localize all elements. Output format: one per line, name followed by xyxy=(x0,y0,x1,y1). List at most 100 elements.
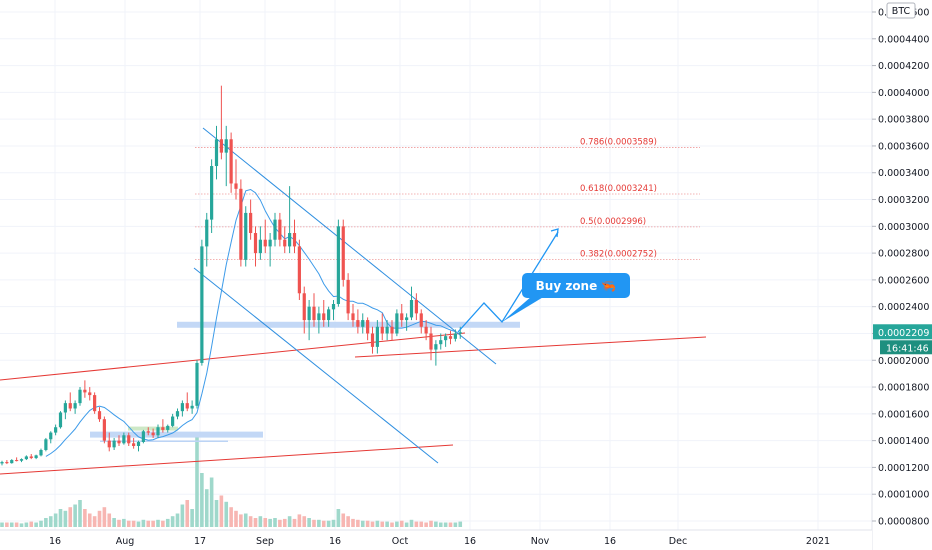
candle-body xyxy=(112,440,116,448)
candle-body xyxy=(29,456,33,459)
volume-bar xyxy=(9,522,14,527)
volume-bar xyxy=(14,522,19,527)
candle-body xyxy=(414,299,418,314)
candlestick-series xyxy=(0,85,462,466)
candle-body xyxy=(346,279,350,314)
countdown-tag xyxy=(880,340,932,355)
volume-bar xyxy=(321,520,326,527)
volume-bar xyxy=(131,520,136,527)
price-tick-label: 0.0001800 xyxy=(878,383,929,394)
candle-body xyxy=(400,313,404,321)
candle-body xyxy=(375,326,379,347)
candle-body xyxy=(10,460,14,464)
buy-zone-label: Buy zone 🦐 xyxy=(536,279,617,293)
candle-body xyxy=(73,403,77,409)
volume-bar xyxy=(34,522,38,527)
volume-bar xyxy=(390,522,394,527)
volume-bar xyxy=(117,519,121,527)
volume-bar xyxy=(380,521,385,527)
candle-body xyxy=(297,246,301,294)
candle-body xyxy=(24,456,28,460)
price-axis[interactable]: 0.00046000.00044000.00042000.00040000.00… xyxy=(871,0,932,550)
candle-body xyxy=(405,317,409,321)
channel-lower-line xyxy=(193,267,439,464)
price-tick-label: 0.0004400 xyxy=(878,34,929,45)
fibonacci-levels: 0.786(0.0003589) 0.618(0.0003241) 0.5(0.00… xyxy=(195,137,700,260)
volume-bar xyxy=(48,516,53,527)
candle-body xyxy=(205,219,209,247)
candle-body xyxy=(409,299,414,318)
volume-bar xyxy=(185,500,190,527)
time-axis[interactable]: 16 Aug 17 Sep 16 Oct 16 Nov 16 Dec 2021 xyxy=(0,529,872,550)
price-tick-label: 0.0000800 xyxy=(878,517,929,528)
volume-bar xyxy=(92,516,97,527)
candle-body xyxy=(448,336,453,339)
volume-bar xyxy=(399,520,404,527)
time-tick-label: 16 xyxy=(604,536,616,547)
volume-bar xyxy=(360,520,365,527)
time-tick-label: Dec xyxy=(669,536,687,547)
volume-bar xyxy=(282,518,287,527)
fib-level-label: 0.5(0.0002996) xyxy=(580,217,646,227)
volume-bar xyxy=(234,510,238,527)
volume-bar xyxy=(224,501,229,527)
price-tick-label: 0.0001400 xyxy=(878,436,929,447)
volume-bar xyxy=(156,519,160,527)
volume-bar xyxy=(409,519,414,527)
volume-bar xyxy=(190,509,194,527)
candle-body xyxy=(429,333,433,350)
candle-body xyxy=(317,313,321,321)
time-axis-background xyxy=(0,530,872,550)
volume-bar xyxy=(287,516,292,527)
volume-bar xyxy=(126,520,131,527)
candle-body xyxy=(107,440,111,448)
volume-bar xyxy=(151,520,155,527)
price-tick-label: 0.0003600 xyxy=(878,141,929,152)
candle-body xyxy=(351,313,355,321)
price-tick-label: 0.0001600 xyxy=(878,409,929,420)
symbol-badge xyxy=(886,2,916,19)
candle-body xyxy=(166,425,170,430)
candle-body xyxy=(161,427,165,430)
volume-bar xyxy=(204,489,209,527)
extended-red-trendline xyxy=(354,336,707,358)
time-tick-label: Sep xyxy=(256,536,274,547)
volume-bar xyxy=(122,518,126,527)
candle-body xyxy=(54,427,58,433)
time-tick-label: Oct xyxy=(392,536,409,547)
price-tick-label: 0.0001200 xyxy=(878,463,929,474)
price-tick-label: 0.0002800 xyxy=(878,249,929,260)
price-tick-label: 0.0004000 xyxy=(878,88,929,99)
candle-body xyxy=(97,411,102,420)
candle-body xyxy=(361,320,365,327)
price-tick-label: 0.0002400 xyxy=(878,302,929,313)
volume-bar xyxy=(209,477,214,527)
candle-body xyxy=(34,455,38,459)
countdown-label: 16:41:46 xyxy=(886,343,929,354)
volume-bar xyxy=(146,520,151,527)
candle-body xyxy=(336,226,340,305)
volume-bar xyxy=(102,507,107,527)
candle-body xyxy=(102,419,106,441)
candle-body xyxy=(156,427,160,436)
candle-body xyxy=(5,462,9,464)
candle-body xyxy=(234,183,238,189)
volume-bar xyxy=(302,516,307,527)
volume-bar xyxy=(219,495,224,527)
volume-bar xyxy=(414,521,419,527)
time-tick-label: 17 xyxy=(194,536,206,547)
candle-body xyxy=(180,403,184,412)
candle-body xyxy=(136,441,141,446)
volume-bar xyxy=(107,513,112,527)
candle-body xyxy=(49,432,53,440)
candle-body xyxy=(63,403,67,413)
current-price-tag xyxy=(873,324,932,340)
candle-body xyxy=(439,340,443,345)
candle-body xyxy=(453,333,457,339)
candle-body xyxy=(273,219,277,240)
candle-body xyxy=(78,389,82,404)
volume-bar xyxy=(395,521,399,527)
volume-bar xyxy=(443,522,448,527)
volume-bar xyxy=(424,522,428,527)
